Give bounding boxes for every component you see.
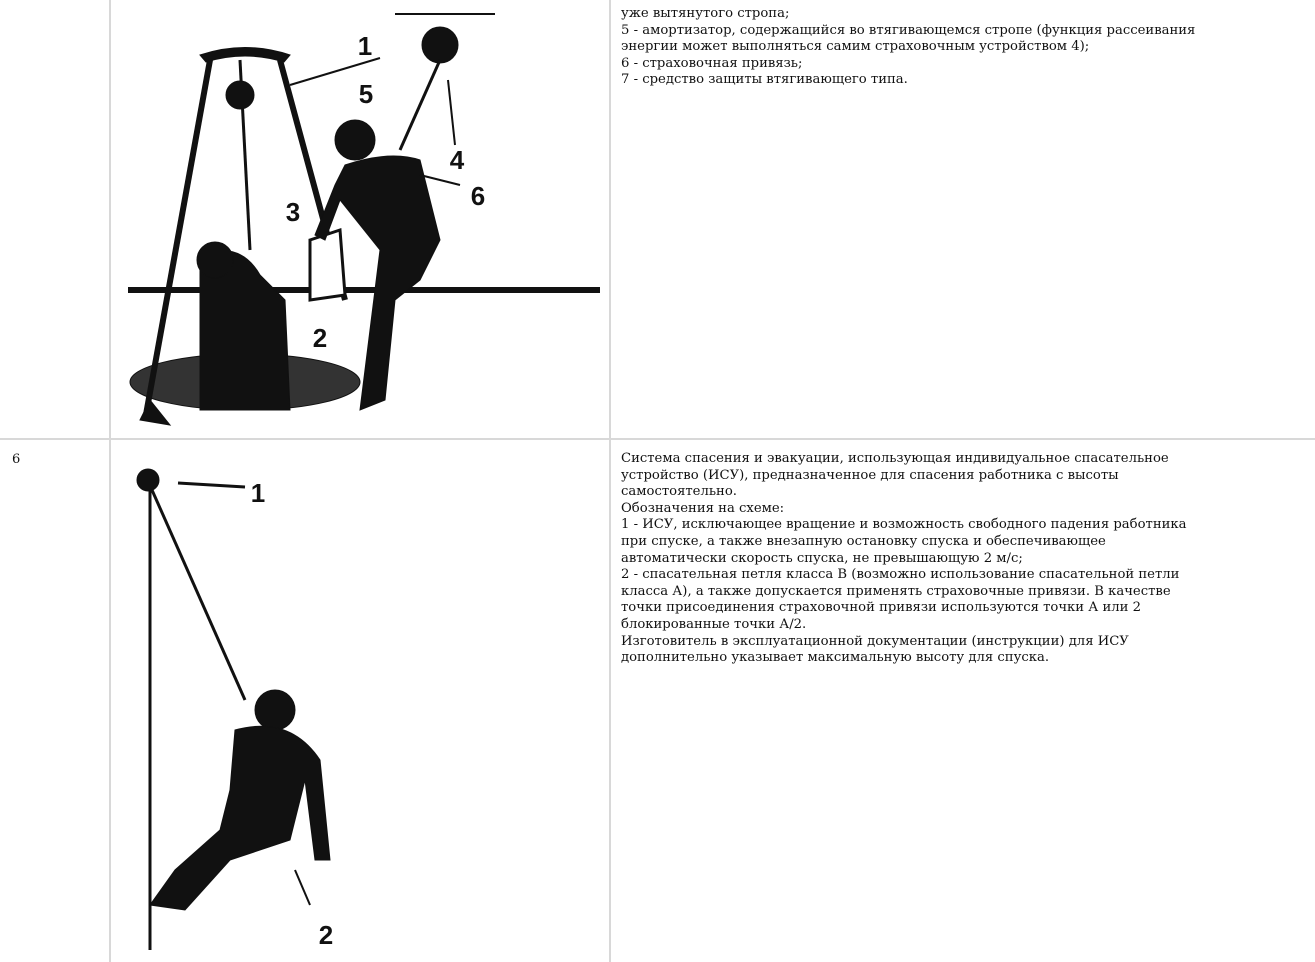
figure-label: 3 [286, 197, 300, 227]
text-line: 5 - амортизатор, содержащийся во втягива… [621, 22, 1196, 38]
text-line: 1 - ИСУ, исключающее вращение и возможно… [621, 517, 1187, 533]
figure-label: 1 [358, 31, 372, 61]
text-line: автоматически скорость спуска, не превыш… [621, 550, 1023, 566]
figure-tripod [128, 13, 600, 426]
text-line: дополнительно указывает максимальную выс… [621, 650, 1050, 666]
figure-label: 4 [450, 145, 465, 175]
text-line: 7 - средство защиты втягивающего типа. [621, 72, 908, 88]
figure-descent [136, 468, 331, 950]
text-line: устройство (ИСУ), предназначенное для сп… [621, 467, 1119, 483]
text-line: блокированные точки А/2. [621, 616, 807, 632]
text-line: энергии может выполняться самим страхово… [621, 39, 1090, 55]
text-line: точки присоединения страховочной привязи… [621, 600, 1141, 616]
description: уже вытянутого стропа; 5 - амортизатор, с… [621, 6, 1195, 89]
text-line: 2 - спасательная петля класса В (возможн… [621, 567, 1180, 583]
row-number: 6 [12, 452, 21, 467]
figure-label: 2 [319, 920, 333, 950]
text-line: 6 - страховочная привязь; [621, 55, 803, 71]
text-line: уже вытянутого стропа; [621, 6, 790, 21]
text-line: класса А), а также допускается применять… [621, 583, 1171, 599]
text-line: самостоятельно. [621, 484, 737, 500]
figure-label: 2 [313, 323, 327, 353]
figure-label: 5 [359, 79, 373, 109]
text-line: при спуске, а также внезапную остановку … [621, 533, 1106, 549]
description: Система спасения и эвакуации, использующ… [621, 451, 1187, 667]
text-line: Система спасения и эвакуации, использующ… [621, 451, 1169, 466]
text-line: Изготовитель в эксплуатационной документ… [621, 633, 1129, 649]
figure-label: 6 [471, 181, 485, 211]
text-line: Обозначения на схеме: [621, 500, 785, 516]
figure-label: 1 [251, 478, 265, 508]
